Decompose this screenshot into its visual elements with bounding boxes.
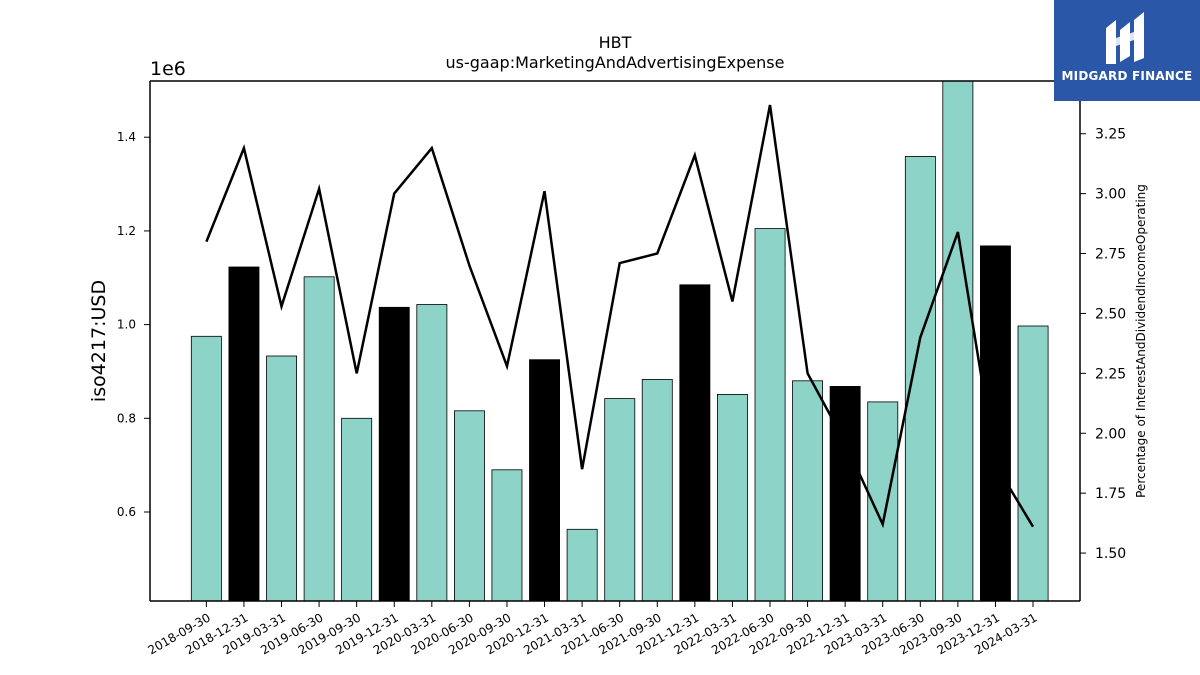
bar-2019-06-30 xyxy=(303,276,335,602)
bar-2020-03-31 xyxy=(416,304,448,602)
bar-2019-09-30 xyxy=(341,417,373,602)
bar-2022-12-31 xyxy=(829,385,861,602)
logo-text: MIDGARD FINANCE xyxy=(1061,69,1193,83)
bar-2022-09-30 xyxy=(792,380,824,602)
x-axis-ticks: 2018-09-302018-12-312019-03-312019-06-30… xyxy=(145,601,1040,657)
y2-tick-label: 2.25 xyxy=(1095,366,1126,382)
bar-2024-03-31 xyxy=(1017,325,1049,602)
y2-tick-label: 2.00 xyxy=(1095,426,1126,442)
y-tick-label: 1.2 xyxy=(117,224,136,238)
bar-2022-06-30 xyxy=(754,228,786,602)
bar-2020-09-30 xyxy=(491,469,523,602)
bar-2023-06-30 xyxy=(904,155,936,602)
y-tick-label: 0.6 xyxy=(117,505,136,519)
bar-2018-09-30 xyxy=(190,335,222,602)
y2-axis-ticks: 1.50 1.75 2.00 2.25 2.50 2.75 3.00 3.25 xyxy=(1080,127,1126,562)
plot-frame xyxy=(149,80,1081,602)
bar-2020-06-30 xyxy=(453,410,485,602)
brand-logo: MIDGARD FINANCE xyxy=(1054,0,1200,101)
y2-tick-label: 2.75 xyxy=(1095,247,1126,263)
y-axis-label: iso4217:USD xyxy=(88,280,110,402)
bar-2021-09-30 xyxy=(641,378,673,602)
midgard-finance-logo-icon xyxy=(1106,12,1144,64)
y-tick-label: 1.4 xyxy=(117,130,136,144)
bar-2023-12-31 xyxy=(980,245,1011,602)
y2-tick-label: 3.00 xyxy=(1095,187,1126,203)
y-tick-label: 1.0 xyxy=(117,318,136,332)
bar-2021-03-31 xyxy=(566,528,598,602)
chart-title: HBT xyxy=(599,33,632,52)
chart-subtitle: us-gaap:MarketingAndAdvertisingExpense xyxy=(446,53,785,72)
bar-2021-06-30 xyxy=(604,398,636,602)
bar-2021-12-31 xyxy=(679,284,711,602)
y-axis-offset-label: 1e6 xyxy=(150,58,186,80)
y2-tick-label: 1.50 xyxy=(1095,546,1126,562)
line-series-path xyxy=(205,104,1035,529)
bar-2023-09-30 xyxy=(942,80,974,602)
bar-2019-12-31 xyxy=(378,306,410,602)
bar-2018-12-31 xyxy=(228,266,260,602)
y2-axis-label: Percentage of InterestAndDividendIncomeO… xyxy=(1134,184,1148,498)
bar-2020-12-31 xyxy=(529,359,561,602)
line-series xyxy=(205,104,1035,529)
y2-tick-label: 1.75 xyxy=(1095,486,1126,502)
y2-tick-label: 3.25 xyxy=(1095,127,1126,143)
bar-2019-03-31 xyxy=(266,355,298,602)
y2-tick-label: 2.50 xyxy=(1095,306,1126,322)
y-tick-label: 0.8 xyxy=(117,411,136,425)
y-axis-ticks: 0.6 0.8 1.0 1.2 1.4 xyxy=(117,130,150,519)
bar-2022-03-31 xyxy=(717,393,748,602)
bar-series xyxy=(190,80,1049,602)
